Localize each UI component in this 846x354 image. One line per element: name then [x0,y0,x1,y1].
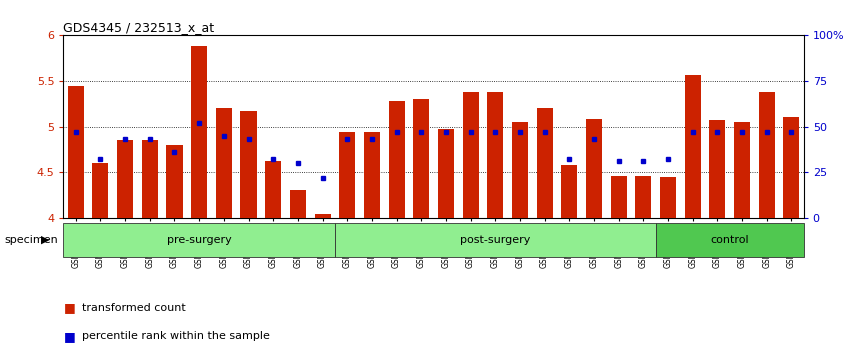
Bar [487,92,503,218]
Bar [315,214,331,218]
Bar [92,163,108,218]
Text: ■: ■ [63,302,75,314]
Bar [660,177,676,218]
Bar [265,161,281,218]
Bar [463,92,479,218]
Bar [339,132,355,218]
Bar [240,111,256,218]
Bar [290,190,306,218]
Bar [635,176,651,218]
Bar [611,176,627,218]
Text: specimen: specimen [4,235,58,245]
Bar [586,119,602,218]
Bar [335,223,656,257]
Bar [216,108,232,218]
Bar [142,140,158,218]
Bar [413,99,429,218]
Bar [63,223,335,257]
Bar [388,101,404,218]
Bar [734,122,750,218]
Bar [117,140,133,218]
Bar [167,145,183,218]
Bar [656,223,804,257]
Text: transformed count: transformed count [82,303,186,313]
Bar [68,86,84,218]
Bar [684,75,700,218]
Text: ■: ■ [63,330,75,343]
Text: post-surgery: post-surgery [460,235,530,245]
Bar [536,108,552,218]
Bar [364,132,380,218]
Text: percentile rank within the sample: percentile rank within the sample [82,331,270,341]
Bar [438,129,454,218]
Text: control: control [711,235,749,245]
Bar [709,120,725,218]
Text: pre-surgery: pre-surgery [167,235,232,245]
Text: GDS4345 / 232513_x_at: GDS4345 / 232513_x_at [63,21,215,34]
Bar [759,92,775,218]
Bar [561,165,577,218]
Text: ▶: ▶ [41,235,49,245]
Bar [783,118,799,218]
Bar [512,122,528,218]
Bar [191,46,207,218]
